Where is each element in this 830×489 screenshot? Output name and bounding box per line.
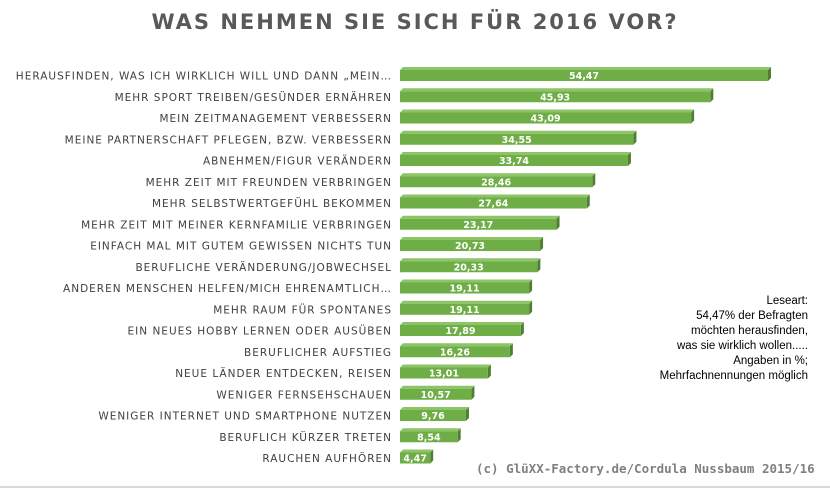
note-line-6: Mehrfachnennungen möglich xyxy=(659,370,808,382)
value-label: 20,33 xyxy=(454,262,484,273)
value-label: 43,09 xyxy=(531,114,561,125)
category-label: ANDEREN MENSCHEN HELFEN/MICH EHRENAMTLIC… xyxy=(63,283,392,295)
bottom-divider xyxy=(0,486,830,488)
note-line-3: möchten herausfinden, xyxy=(691,325,808,337)
value-label: 27,64 xyxy=(478,199,508,210)
bar-top xyxy=(400,152,631,155)
bar-top xyxy=(400,449,434,453)
bar-top xyxy=(400,194,590,198)
value-label: 19,11 xyxy=(450,284,480,295)
note-line-5: Angaben in %; xyxy=(733,355,808,367)
note-line-1: Leseart: xyxy=(766,295,808,307)
reading-note: Leseart: 54,47% der Befragten möchten he… xyxy=(608,294,808,384)
bar-top xyxy=(400,407,469,410)
value-label: 45,93 xyxy=(540,92,570,103)
bar xyxy=(400,367,488,379)
category-label: MEINE PARTNERSCHAFT PFLEGEN, BZW. VERBES… xyxy=(65,134,392,146)
bar xyxy=(400,325,521,336)
category-label: MEHR RAUM FÜR SPONTANES xyxy=(213,303,392,316)
category-label: BERUFLICHER AUFSTIEG xyxy=(244,347,392,359)
bar xyxy=(400,112,692,124)
bar-top xyxy=(400,258,541,262)
bar xyxy=(400,240,541,251)
bar xyxy=(400,197,587,209)
category-label: EINFACH MAL MIT GUTEM GEWISSEN NICHTS TU… xyxy=(90,241,392,253)
bar xyxy=(400,261,538,273)
bar-top xyxy=(400,300,533,304)
bar xyxy=(400,70,768,81)
bar-top xyxy=(400,322,524,325)
bar xyxy=(400,91,711,103)
bar xyxy=(400,176,593,188)
category-label: MEHR SPORT TREIBEN/GESÜNDER ERNÄHREN xyxy=(115,91,392,104)
note-line-4: was sie wirklich wollen..... xyxy=(676,340,808,352)
bar-top xyxy=(400,385,475,389)
bar xyxy=(400,282,530,294)
bar-top xyxy=(400,428,461,432)
value-label: 8,54 xyxy=(417,432,441,443)
bar xyxy=(400,388,472,400)
bar-top xyxy=(400,88,714,92)
value-label: 9,76 xyxy=(421,411,445,422)
bar xyxy=(400,452,431,464)
bar xyxy=(400,133,634,145)
value-label: 23,17 xyxy=(463,220,493,231)
value-label: 10,57 xyxy=(421,390,451,401)
value-label: 28,46 xyxy=(481,177,511,188)
bar-top xyxy=(400,237,544,240)
bar xyxy=(400,410,466,421)
category-label: EIN NEUES HOBBY LERNEN ODER AUSÜBEN xyxy=(128,325,392,338)
value-label: 16,26 xyxy=(440,347,470,358)
bar xyxy=(400,431,458,443)
source-credit: (c) GlüXX-Factory.de/Cordula Nussbaum 20… xyxy=(476,461,815,476)
value-label: 17,89 xyxy=(445,326,475,337)
bar-top xyxy=(400,109,695,113)
bar-top xyxy=(400,343,513,347)
value-label: 20,73 xyxy=(455,241,485,252)
value-label: 13,01 xyxy=(429,369,459,380)
bar-top xyxy=(400,130,637,134)
bar-top xyxy=(400,364,491,368)
bar-top xyxy=(400,215,560,219)
category-label: ABNEHMEN/FIGUR VERÄNDERN xyxy=(203,155,392,168)
category-label: MEHR SELBSTWERTGEFÜHL BEKOMMEN xyxy=(152,197,392,210)
value-label: 33,74 xyxy=(499,156,529,167)
category-label: MEHR ZEIT MIT MEINER KERNFAMILIE VERBRIN… xyxy=(81,219,392,231)
chart-title: WAS NEHMEN SIE SICH FÜR 2016 VOR? xyxy=(151,10,679,34)
category-label: WENIGER INTERNET UND SMARTPHONE NUTZEN xyxy=(98,411,392,423)
category-label: RAUCHEN AUFHÖREN xyxy=(262,452,392,465)
category-label: WENIGER FERNSEHSCHAUEN xyxy=(216,389,392,401)
note-line-2: 54,47% der Befragten xyxy=(696,310,808,322)
value-label: 4,47 xyxy=(403,454,426,465)
bar-top xyxy=(400,67,771,70)
bar xyxy=(400,303,530,315)
bar xyxy=(400,155,628,166)
bar xyxy=(400,346,510,358)
category-label: NEUE LÄNDER ENTDECKEN, REISEN xyxy=(175,367,392,380)
category-label: BERUFLICHE VERÄNDERUNG/JOBWECHSEL xyxy=(135,261,392,274)
value-label: 54,47 xyxy=(569,71,599,82)
value-label: 19,11 xyxy=(450,305,480,316)
bar-top xyxy=(400,173,596,177)
value-label: 34,55 xyxy=(502,135,532,146)
category-label: BERUFLICH KÜRZER TRETEN xyxy=(219,431,392,444)
category-label: MEIN ZEITMANAGEMENT VERBESSERN xyxy=(159,113,392,125)
category-label: MEHR ZEIT MIT FREUNDEN VERBRINGEN xyxy=(146,177,392,189)
category-label: HERAUSFINDEN, WAS ICH WIRKLICH WILL UND … xyxy=(16,71,392,83)
bar xyxy=(400,218,557,230)
bar-top xyxy=(400,279,533,283)
